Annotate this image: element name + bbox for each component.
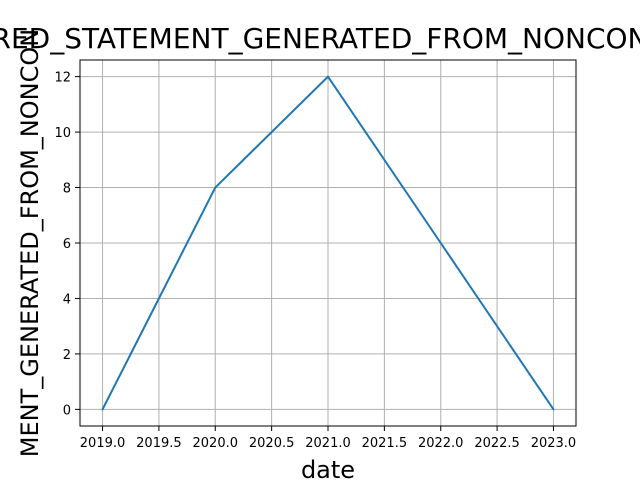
x-tick-label: 2021.5 xyxy=(362,436,408,451)
y-tick-label: 0 xyxy=(63,403,71,418)
y-tick-label: 6 xyxy=(63,237,71,252)
y-axis-label: MENT_GENERATED_FROM_NONCON xyxy=(16,29,44,457)
x-tick-label: 2022.0 xyxy=(418,436,464,451)
x-axis-label: date xyxy=(301,456,355,480)
x-tick-label: 2020.0 xyxy=(193,436,239,451)
x-axis: 2019.0 2019.5 2020.0 2020.5 2021.0 2021.5 2022… xyxy=(80,426,576,451)
y-tick-label: 12 xyxy=(54,71,71,86)
x-tick-label: 2019.0 xyxy=(80,436,126,451)
x-tick-label: 2021.0 xyxy=(305,436,351,451)
y-tick-label: 4 xyxy=(63,292,71,307)
grid xyxy=(80,60,576,426)
x-tick-label: 2023.0 xyxy=(531,436,577,451)
y-tick-label: 8 xyxy=(63,182,71,197)
y-tick-label: 10 xyxy=(54,126,71,141)
x-tick-label: 2020.5 xyxy=(249,436,295,451)
series-line-0 xyxy=(101,75,555,411)
x-tick-label: 2022.5 xyxy=(474,436,520,451)
x-tick-label: 2019.5 xyxy=(136,436,182,451)
y-axis: 0 2 4 6 8 10 12 xyxy=(54,71,80,418)
y-tick-label: 2 xyxy=(63,348,71,363)
chart-title: RED_STATEMENT_GENERATED_FROM_NONCON xyxy=(0,22,640,55)
series-layer xyxy=(101,75,555,411)
